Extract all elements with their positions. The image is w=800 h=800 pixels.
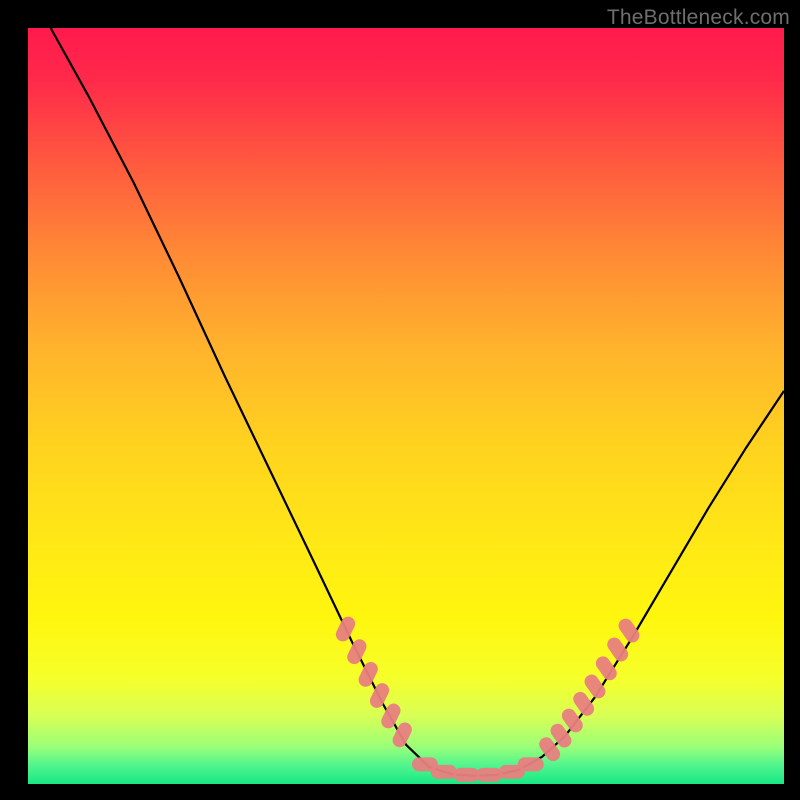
watermark-text: TheBottleneck.com: [607, 6, 790, 30]
marker-group: [334, 614, 643, 782]
marker-capsule: [518, 757, 544, 771]
marker-capsule: [368, 681, 392, 711]
marker-capsule: [453, 768, 479, 782]
plot-area: [28, 28, 784, 784]
marker-capsule: [345, 637, 369, 667]
marker-capsule: [334, 614, 358, 644]
curve-layer: [28, 28, 784, 784]
chart-stage: TheBottleneck.com: [0, 0, 800, 800]
marker-capsule: [476, 768, 502, 782]
marker-capsule: [356, 660, 380, 690]
bottleneck-curve: [51, 28, 784, 776]
marker-capsule: [431, 765, 457, 779]
